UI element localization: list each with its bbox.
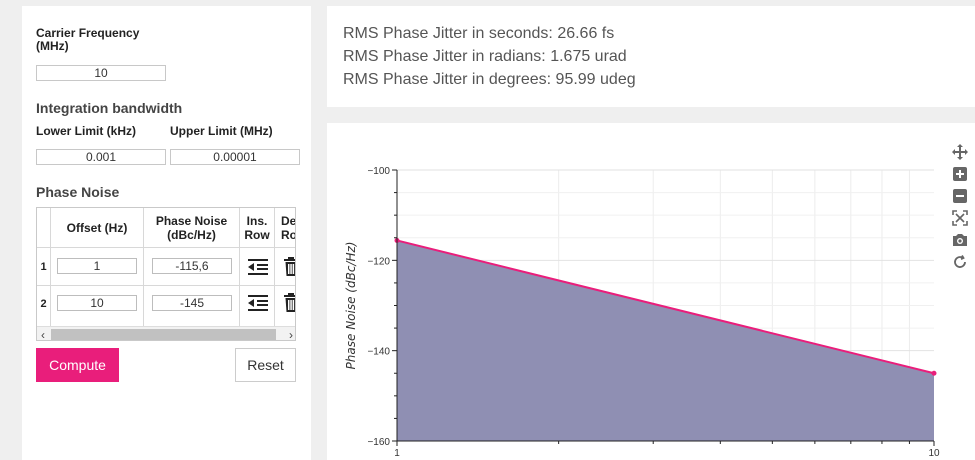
insert-row-cell <box>240 286 275 326</box>
scroll-right-icon[interactable]: › <box>289 328 293 341</box>
results-panel: RMS Phase Jitter in seconds: 26.66 fs RM… <box>327 6 975 107</box>
phase-noise-column-header: Phase Noise (dBc/Hz) <box>144 208 240 248</box>
reset-button[interactable]: Reset <box>235 348 296 382</box>
trash-icon[interactable] <box>284 293 296 313</box>
trash-icon[interactable] <box>284 257 296 277</box>
phase-noise-input[interactable] <box>152 258 232 274</box>
insert-row-cell <box>240 248 275 286</box>
data-point <box>931 370 937 376</box>
offset-input[interactable] <box>57 295 137 311</box>
x-tick-label: 10 <box>928 448 940 459</box>
pan-icon[interactable] <box>951 143 969 161</box>
compute-button[interactable]: Compute <box>36 348 119 382</box>
lower-limit-input[interactable] <box>36 149 166 165</box>
y-tick-label: −120 <box>367 256 390 267</box>
carrier-frequency-label: Carrier Frequency (MHz) <box>36 26 140 53</box>
phase-noise-table: Offset (Hz) Phase Noise (dBc/Hz) Ins. Row … <box>36 207 296 341</box>
x-tick-label: 1 <box>394 448 400 459</box>
delete-row-cell <box>275 286 296 326</box>
zoom-in-icon[interactable] <box>951 165 969 183</box>
row-number: 1 <box>37 248 51 286</box>
integration-bandwidth-heading: Integration bandwidth <box>36 100 183 116</box>
row-number: 2 <box>37 286 51 326</box>
insert-row-column-header: Ins. Row <box>240 208 275 248</box>
chart-panel: −100 −120 −140 −160 1 10 Phase Noise (dBc/Hz) <box>327 123 975 460</box>
area-fill <box>397 240 934 441</box>
phase-noise-chart[interactable]: −100 −120 −140 −160 1 10 Phase Noise (dBc/Hz) <box>327 123 975 460</box>
camera-icon[interactable] <box>951 231 969 249</box>
insert-row-icon[interactable] <box>248 294 268 312</box>
reset-axes-icon[interactable] <box>951 209 969 227</box>
delete-row-column-header: De Ro <box>275 208 295 248</box>
jitter-degrees-result: RMS Phase Jitter in degrees: 95.99 udeg <box>343 71 636 88</box>
phase-noise-heading: Phase Noise <box>36 184 120 200</box>
series-line <box>396 239 935 375</box>
table-horizontal-scrollbar[interactable]: ‹ › <box>37 326 295 341</box>
offset-cell <box>51 248 144 286</box>
carrier-frequency-input[interactable] <box>36 65 166 81</box>
lower-limit-label: Lower Limit (kHz) <box>36 124 137 138</box>
offset-cell <box>51 286 144 326</box>
insert-row-icon[interactable] <box>248 258 268 276</box>
input-panel: Carrier Frequency (MHz) Integration band… <box>22 6 311 460</box>
upper-limit-input[interactable] <box>170 149 300 165</box>
y-tick-label: −160 <box>367 437 390 448</box>
row-number-header <box>37 208 51 248</box>
refresh-icon[interactable] <box>951 253 969 271</box>
scrollbar-thumb[interactable] <box>51 329 276 340</box>
scroll-left-icon[interactable]: ‹ <box>41 328 45 341</box>
jitter-seconds-result: RMS Phase Jitter in seconds: 26.66 fs <box>343 25 615 42</box>
y-tick-label: −140 <box>367 347 390 358</box>
offset-column-header: Offset (Hz) <box>51 208 144 248</box>
delete-row-cell <box>275 248 296 286</box>
jitter-radians-result: RMS Phase Jitter in radians: 1.675 urad <box>343 48 627 65</box>
phase-noise-cell <box>144 248 240 286</box>
upper-limit-label: Upper Limit (MHz) <box>170 124 273 138</box>
zoom-out-icon[interactable] <box>951 187 969 205</box>
offset-input[interactable] <box>57 258 137 274</box>
phase-noise-input[interactable] <box>152 295 232 311</box>
phase-noise-cell <box>144 286 240 326</box>
y-axis-title: Phase Noise (dBc/Hz) <box>344 242 358 370</box>
y-tick-label: −100 <box>367 166 390 177</box>
